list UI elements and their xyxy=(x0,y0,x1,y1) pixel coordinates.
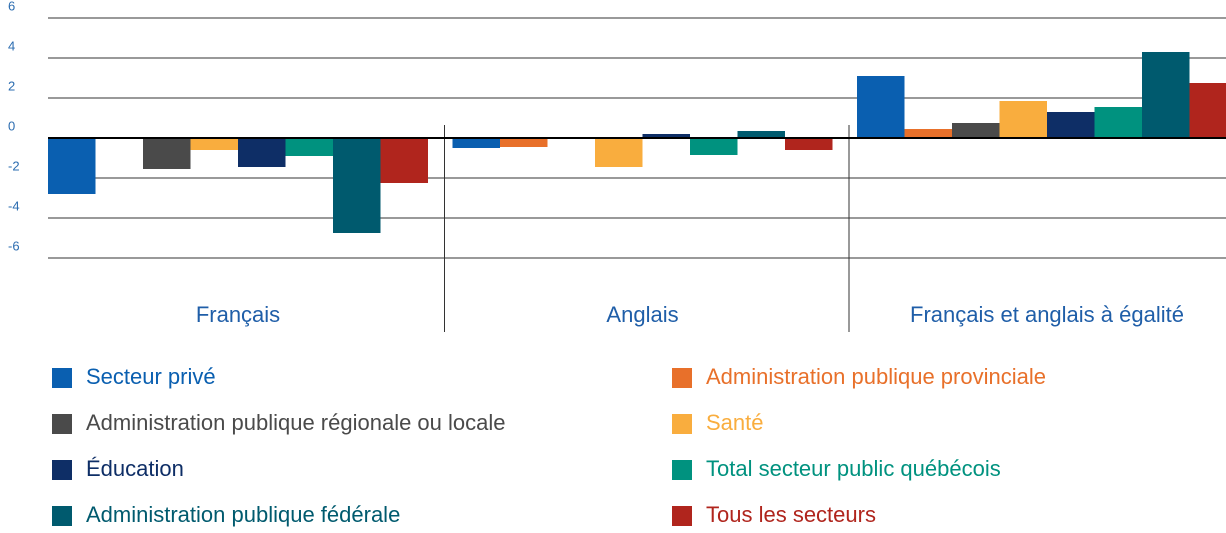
bar xyxy=(190,138,238,150)
bar xyxy=(690,138,738,155)
bar xyxy=(904,129,952,138)
y-tick-label: -4 xyxy=(8,198,20,213)
bar xyxy=(1047,112,1095,138)
legend-swatch xyxy=(672,414,692,434)
bar xyxy=(238,138,286,167)
bar xyxy=(1142,52,1190,138)
legend-swatch xyxy=(52,414,72,434)
legend-swatch xyxy=(52,506,72,526)
y-tick-label: 4 xyxy=(8,38,15,53)
y-tick-label: 2 xyxy=(8,78,15,93)
bar xyxy=(285,138,333,156)
bar xyxy=(999,101,1047,138)
bar xyxy=(452,138,500,148)
x-tick-label: Français xyxy=(196,302,280,327)
legend-label: Éducation xyxy=(86,456,184,481)
legend-label: Tous les secteurs xyxy=(706,502,876,527)
legend-swatch xyxy=(672,506,692,526)
y-tick-label: 6 xyxy=(8,0,15,13)
bar xyxy=(737,131,785,138)
bar xyxy=(333,138,381,233)
legend-label: Administration publique provinciale xyxy=(706,364,1046,389)
legend-label: Administration publique régionale ou loc… xyxy=(86,410,506,435)
bar xyxy=(143,138,191,169)
bar xyxy=(595,138,643,167)
legend-label: Santé xyxy=(706,410,764,435)
bar xyxy=(1189,83,1226,138)
legend-swatch xyxy=(52,368,72,388)
bar xyxy=(785,138,833,150)
y-tick-label: -2 xyxy=(8,158,20,173)
legend-swatch xyxy=(672,368,692,388)
bar xyxy=(48,138,96,194)
bar xyxy=(857,76,905,138)
legend-swatch xyxy=(672,460,692,480)
y-tick-label: 0 xyxy=(8,118,15,133)
legend-swatch xyxy=(52,460,72,480)
bar xyxy=(642,134,690,138)
legend-label: Secteur privé xyxy=(86,364,216,389)
legend-label: Administration publique fédérale xyxy=(86,502,400,527)
x-tick-label: Français et anglais à égalité xyxy=(910,302,1184,327)
bar xyxy=(952,123,1000,138)
y-tick-label: -6 xyxy=(8,238,20,253)
bar xyxy=(1094,107,1142,138)
x-tick-label: Anglais xyxy=(606,302,678,327)
legend-label: Total secteur public québécois xyxy=(706,456,1001,481)
bar xyxy=(500,138,548,147)
bar xyxy=(380,138,428,183)
